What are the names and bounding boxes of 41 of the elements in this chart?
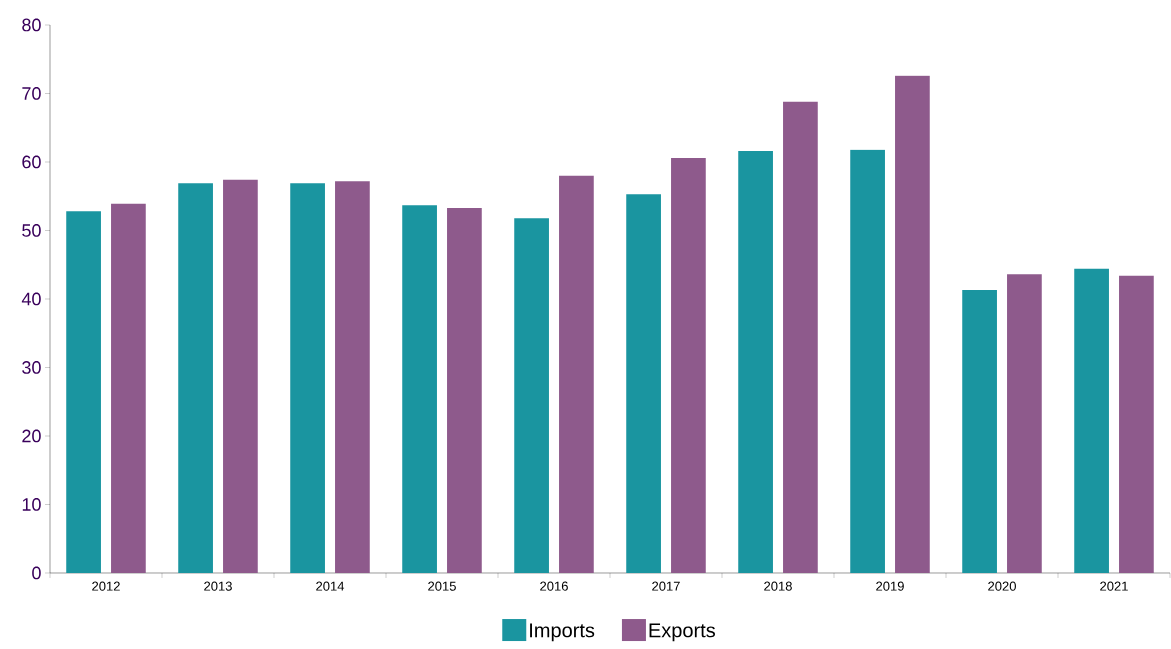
x-tick-label: 2015 (428, 581, 456, 591)
bar (1074, 268, 1109, 573)
bar (178, 183, 213, 573)
y-tick-label: 70 (22, 87, 41, 100)
bar (626, 194, 661, 573)
y-tick-label: 30 (22, 361, 41, 374)
x-tick-label: 2017 (652, 581, 680, 591)
x-tick-label: 2013 (204, 581, 232, 591)
y-tick-label: 0 (32, 566, 41, 580)
y-tick-label: 40 (21, 292, 41, 306)
y-tick-label: 50 (22, 224, 41, 237)
bar (559, 175, 594, 573)
x-tick-label: 2018 (764, 581, 792, 591)
x-tick-label: 2021 (1100, 581, 1128, 591)
bar (447, 207, 482, 573)
y-tick-label: 80 (22, 18, 41, 32)
bar (1007, 274, 1042, 573)
y-tick-label: 60 (22, 155, 41, 169)
x-tick-label: 2014 (316, 581, 345, 591)
bar (111, 203, 146, 573)
bar (1119, 275, 1154, 573)
bar (671, 157, 706, 573)
x-tick-label: 2016 (540, 581, 568, 591)
bar (895, 75, 930, 573)
legend-label: Exports (649, 623, 716, 642)
bar (66, 211, 101, 573)
bar (514, 218, 549, 573)
bar (783, 101, 818, 573)
bar (738, 151, 773, 573)
y-tick-label: 10 (22, 498, 41, 511)
x-tick-label: 2012 (92, 581, 120, 591)
bar (850, 149, 885, 573)
bar (335, 181, 370, 573)
bar (962, 290, 997, 573)
bar (402, 205, 437, 573)
x-tick-label: 2019 (876, 581, 904, 591)
y-tick-label: 20 (22, 429, 41, 443)
legend-label: Imports (530, 623, 595, 642)
bar (290, 183, 325, 573)
bar (223, 179, 258, 573)
x-tick-label: 2020 (988, 581, 1016, 591)
